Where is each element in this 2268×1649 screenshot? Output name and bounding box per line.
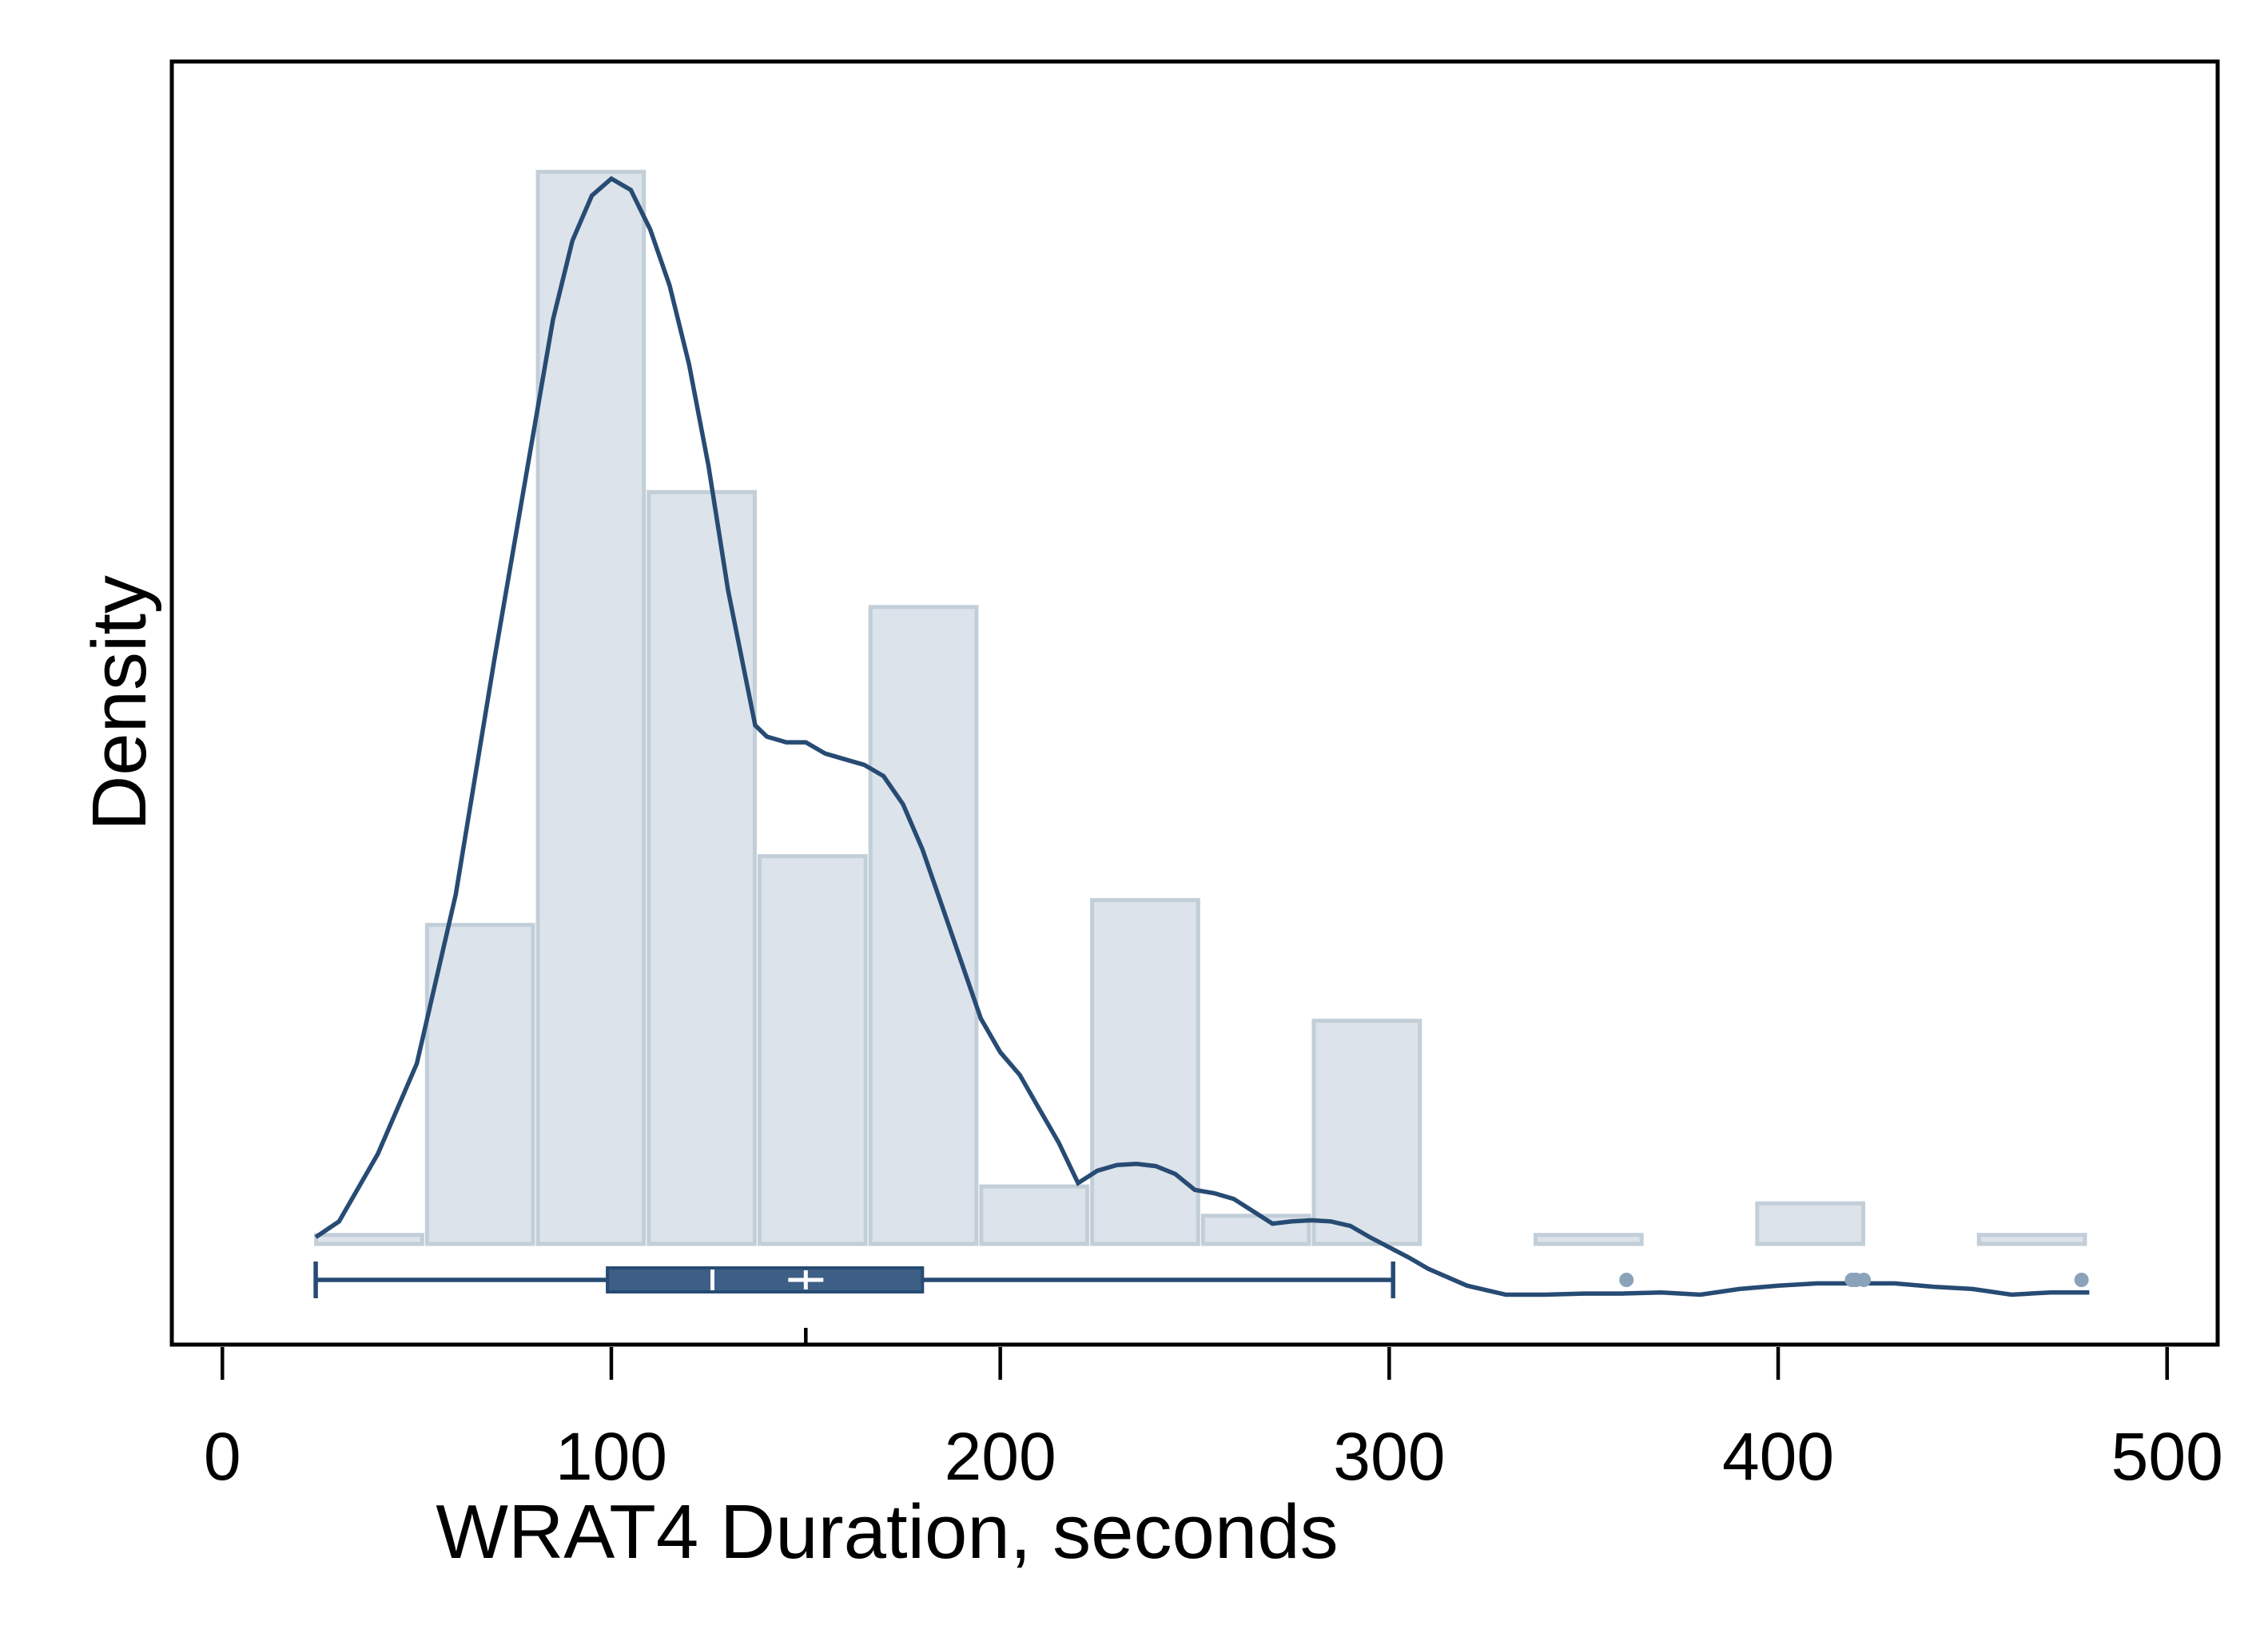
- boxplot: [313, 1262, 2089, 1345]
- histogram-bar: [647, 490, 757, 1246]
- histogram-bar: [979, 1184, 1090, 1246]
- boxplot-outlier: [1856, 1273, 1872, 1287]
- histogram-bar: [1090, 898, 1200, 1246]
- x-tick-label: 500: [2111, 1419, 2223, 1494]
- boxplot-outlier: [1619, 1273, 1634, 1287]
- y-axis-title: Density: [77, 575, 162, 831]
- boxplot-outlier: [2074, 1273, 2089, 1287]
- histogram-bar: [1755, 1201, 1866, 1246]
- histogram-bar: [1533, 1233, 1644, 1246]
- histogram-bar: [1200, 1214, 1311, 1246]
- x-tick-label: 300: [1333, 1419, 1445, 1494]
- histogram-bar: [868, 605, 979, 1246]
- x-axis: 0 100 200 300 400 500: [204, 1347, 2223, 1494]
- x-tick-label: 100: [555, 1419, 667, 1494]
- x-tick-label: 400: [1722, 1419, 1834, 1494]
- x-tick-label: 0: [204, 1419, 241, 1494]
- x-axis-title: WRAT4 Duration, seconds: [436, 1489, 1338, 1575]
- histogram-bar: [757, 854, 868, 1246]
- x-tick-label: 200: [945, 1419, 1056, 1494]
- histogram-bars: [314, 169, 2087, 1246]
- histogram-bar: [535, 169, 647, 1246]
- density-curve: [314, 176, 2090, 1297]
- histogram-bar: [1976, 1233, 2087, 1246]
- histogram-bar: [314, 1233, 424, 1246]
- histogram-bar: [1311, 1019, 1422, 1246]
- boxplot-box: [606, 1266, 925, 1293]
- histogram-bar: [424, 923, 535, 1246]
